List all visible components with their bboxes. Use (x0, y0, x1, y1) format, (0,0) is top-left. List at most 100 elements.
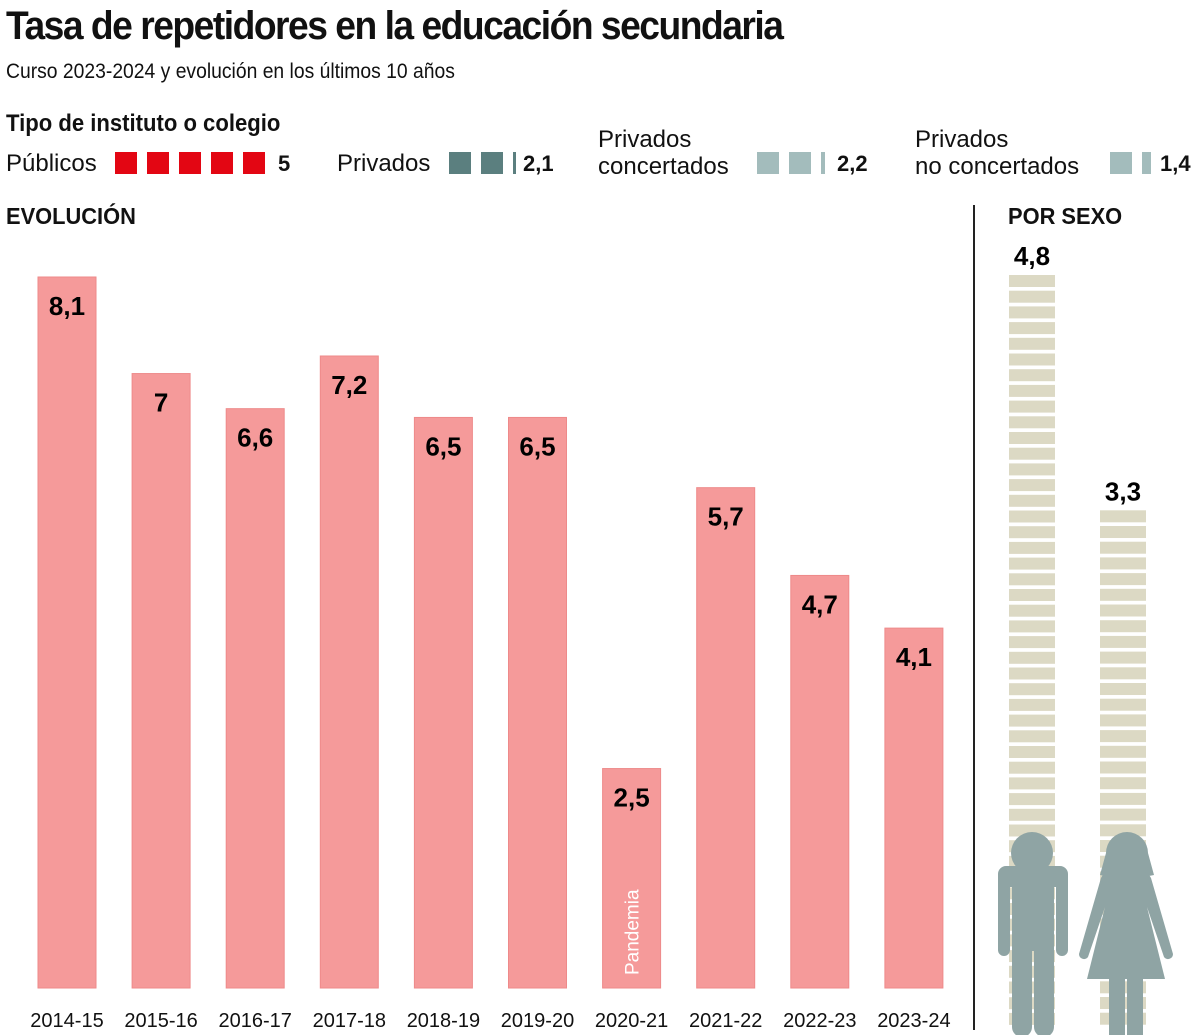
stripe-segment (1100, 651, 1146, 664)
bar-value-label: 6,5 (519, 431, 555, 461)
stripe-segment (1100, 667, 1146, 680)
stripe-segment (1009, 746, 1055, 758)
legend-unit-square (211, 152, 233, 174)
stripe-segment (1100, 635, 1146, 648)
bar-2020-21 (602, 768, 662, 989)
legend-value: 5 (278, 151, 291, 176)
bar-value-label: 7 (154, 388, 168, 418)
stripe-segment (1009, 589, 1055, 601)
x-tick-label: 2016-17 (218, 1010, 291, 1032)
stripe-segment (1009, 604, 1055, 617)
legend-value: 1,4 (1160, 151, 1191, 176)
bar-2014-15 (37, 276, 97, 989)
stripe-segment (1100, 698, 1146, 711)
bar-2015-16 (131, 373, 191, 989)
legend-unit-square (243, 152, 265, 174)
stripe-segment (1100, 620, 1146, 633)
section-divider (973, 205, 975, 1030)
stripe-segment (1009, 557, 1055, 570)
stripe-segment (1009, 290, 1055, 303)
legend-value: 2,2 (837, 151, 868, 176)
male-figure-icon (998, 832, 1068, 1035)
stripe-segment (1009, 432, 1055, 444)
legend-label: Privados concertados (598, 126, 729, 180)
stripe-segment (1009, 714, 1055, 727)
stripe-segment (1100, 588, 1146, 601)
stripe-segment (1009, 667, 1055, 680)
x-tick-label: 2019-20 (501, 1010, 574, 1032)
legend-label-line: Privados (337, 150, 431, 177)
legend-partial-square (1142, 152, 1151, 174)
stripe-segment (1100, 557, 1146, 570)
bar-2021-22 (696, 487, 756, 989)
legend-label: Privados (337, 150, 430, 177)
stripe-segment (1100, 761, 1146, 774)
stripe-segment (1100, 730, 1146, 743)
chart-subtitle: Curso 2023-2024 y evolución en los últim… (6, 60, 455, 83)
section-title-by-sex: POR SEXO (1008, 203, 1123, 229)
stripe-segment (1100, 510, 1146, 523)
legend-label: Privados no concertados (915, 126, 1079, 180)
legend-unit-square (757, 152, 779, 174)
stripe-segment (1100, 777, 1146, 790)
legend-unit-square (1110, 152, 1132, 174)
sex-value-label: 3,3 (1105, 476, 1141, 506)
legend-unit-square (481, 152, 503, 174)
bar-value-label: 7,2 (331, 370, 367, 400)
stripe-segment (1009, 463, 1055, 476)
x-tick-label: 2023-24 (877, 1010, 950, 1032)
pandemic-annotation: Pandemia (623, 889, 644, 975)
stripe-segment (1009, 494, 1055, 507)
stripe-segment (1009, 808, 1055, 821)
bar-2018-19 (413, 416, 473, 989)
sex-value-label: 4,8 (1014, 241, 1050, 271)
legend-unit-square (179, 152, 201, 174)
stripe-segment (1100, 745, 1146, 758)
stripe-segment (1100, 573, 1146, 586)
stripe-segment (1009, 777, 1055, 790)
stripe-segment (1009, 730, 1055, 743)
chart-title: Tasa de repetidores en la educación secu… (6, 4, 784, 48)
stripe-segment (1009, 479, 1055, 492)
stripe-segment (1009, 447, 1055, 460)
stripe-segment (1009, 573, 1055, 586)
legend-label: Públicos (6, 150, 97, 177)
stripe-segment (1009, 369, 1055, 382)
stripe-segment (1009, 651, 1055, 664)
bar-value-label: 4,1 (896, 642, 932, 672)
legend-label-line: Privados (915, 126, 1009, 153)
stripe-segment (1009, 636, 1055, 649)
stripe-segment (1100, 714, 1146, 727)
stripe-segment (1100, 808, 1146, 821)
stripe-segment (1009, 526, 1055, 539)
stripe-segment (1009, 683, 1055, 696)
bar-2023-24 (884, 627, 944, 989)
legend-unit-square (789, 152, 811, 174)
x-tick-label: 2021-22 (689, 1010, 762, 1032)
legend-label-line: Públicos (6, 150, 97, 177)
x-tick-label: 2015-16 (124, 1010, 197, 1032)
x-tick-label: 2017-18 (313, 1010, 386, 1032)
stripe-segment (1009, 400, 1055, 413)
stripe-segment (1009, 541, 1055, 554)
legend-title: Tipo de instituto o colegio (6, 110, 281, 137)
stripe-segment (1009, 322, 1055, 335)
stripe-segment (1009, 510, 1055, 523)
bar-2019-20 (508, 416, 567, 989)
legend-label-line: concertados (598, 153, 729, 180)
legend-unit-square (147, 152, 169, 174)
stripe-segment (1100, 541, 1146, 554)
bar-2016-17 (225, 408, 285, 989)
stripe-segment (1009, 761, 1055, 774)
stripe-segment (1009, 620, 1055, 633)
section-title-evolution: EVOLUCIÓN (6, 203, 136, 229)
stripe-segment (1100, 683, 1146, 696)
x-tick-label: 2020-21 (595, 1010, 668, 1032)
legend-partial-square (821, 152, 825, 174)
stripe-segment (1009, 306, 1055, 319)
stripe-segment (1009, 698, 1055, 711)
legend-unit-square (115, 152, 137, 174)
stripe-segment (1100, 526, 1146, 539)
legend-unit-square (449, 152, 471, 174)
